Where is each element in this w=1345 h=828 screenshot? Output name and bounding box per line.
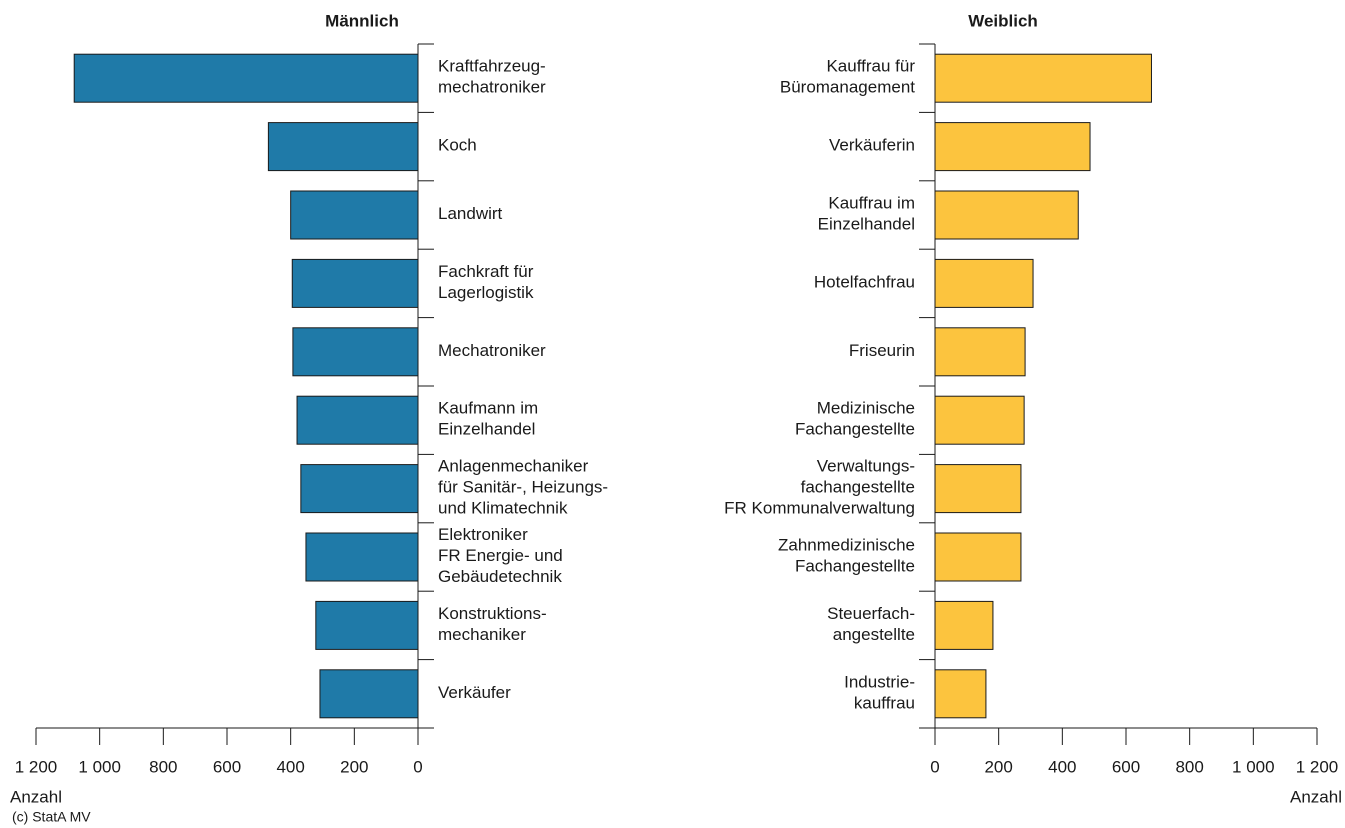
x-tick-label: 1 200 — [1296, 757, 1339, 776]
category-label: Kauffrau im Einzelhandel — [818, 194, 915, 234]
bar — [934, 258, 1034, 308]
category-label: Kraftfahrzeug-mechatroniker — [438, 57, 546, 97]
x-tick-label: 800 — [1175, 757, 1203, 776]
x-tick-label: 0 — [930, 757, 939, 776]
x-tick-label: 200 — [984, 757, 1012, 776]
category-label: Verkäufer — [438, 683, 511, 702]
category-label: Kauffrau für Büromanagement — [780, 57, 915, 97]
source: (c) StatA MV — [12, 809, 91, 825]
category-label: Verkäuferin — [829, 136, 915, 155]
x-axis-label: Anzahl — [10, 787, 62, 806]
x-tick-label: 1 200 — [15, 757, 58, 776]
bar — [305, 532, 419, 582]
category-label: Steuerfach-angestellte — [827, 604, 915, 644]
bar — [290, 190, 419, 240]
x-tick-label: 1 000 — [1232, 757, 1275, 776]
panel-title: Männlich — [325, 11, 399, 30]
bar — [934, 600, 994, 650]
bar — [300, 464, 419, 514]
x-axis-label: Anzahl — [1290, 787, 1342, 806]
bar — [73, 53, 419, 103]
category-label: Industrie-kauffrau — [844, 673, 915, 713]
category-label: Medizinische Fachangestellte — [795, 399, 915, 439]
category-label: Verwaltungs-fachangestellte FR Kommunalve… — [724, 457, 915, 518]
panel-title: Weiblich — [968, 11, 1038, 30]
category-label: Landwirt — [438, 204, 503, 223]
bar — [934, 395, 1025, 445]
x-tick-label: 0 — [413, 757, 422, 776]
category-label: Hotelfachfrau — [814, 273, 915, 292]
x-tick-label: 800 — [149, 757, 177, 776]
category-label: Mechatroniker — [438, 341, 546, 360]
category-label: Friseurin — [849, 341, 915, 360]
category-label: Konstruktions-mechaniker — [438, 604, 547, 644]
bar — [934, 532, 1022, 582]
category-label: Zahnmedizinische Fachangestellte — [778, 536, 915, 576]
bar — [319, 669, 419, 719]
bar — [934, 190, 1079, 240]
bar — [315, 600, 419, 650]
bar — [296, 395, 419, 445]
x-tick-label: 1 000 — [78, 757, 121, 776]
bar — [934, 122, 1091, 172]
x-tick-label: 400 — [276, 757, 304, 776]
bar — [934, 669, 987, 719]
category-label: Elektroniker FR Energie- und Gebäudetechni… — [438, 525, 563, 586]
category-label: Koch — [438, 136, 477, 155]
category-label: Kaufmann im Einzelhandel — [438, 399, 538, 439]
category-label: Anlagenmechaniker für Sanitär-, Heizungs-… — [438, 457, 608, 518]
bar — [934, 53, 1152, 103]
bar — [934, 327, 1026, 377]
bar — [292, 327, 419, 377]
x-tick-label: 600 — [213, 757, 241, 776]
x-tick-label: 600 — [1112, 757, 1140, 776]
bar — [291, 258, 419, 308]
bar — [267, 122, 419, 172]
x-tick-label: 200 — [340, 757, 368, 776]
bar — [934, 464, 1022, 514]
category-label: Fachkraft für Lagerlogistik — [438, 262, 534, 302]
x-tick-label: 400 — [1048, 757, 1076, 776]
